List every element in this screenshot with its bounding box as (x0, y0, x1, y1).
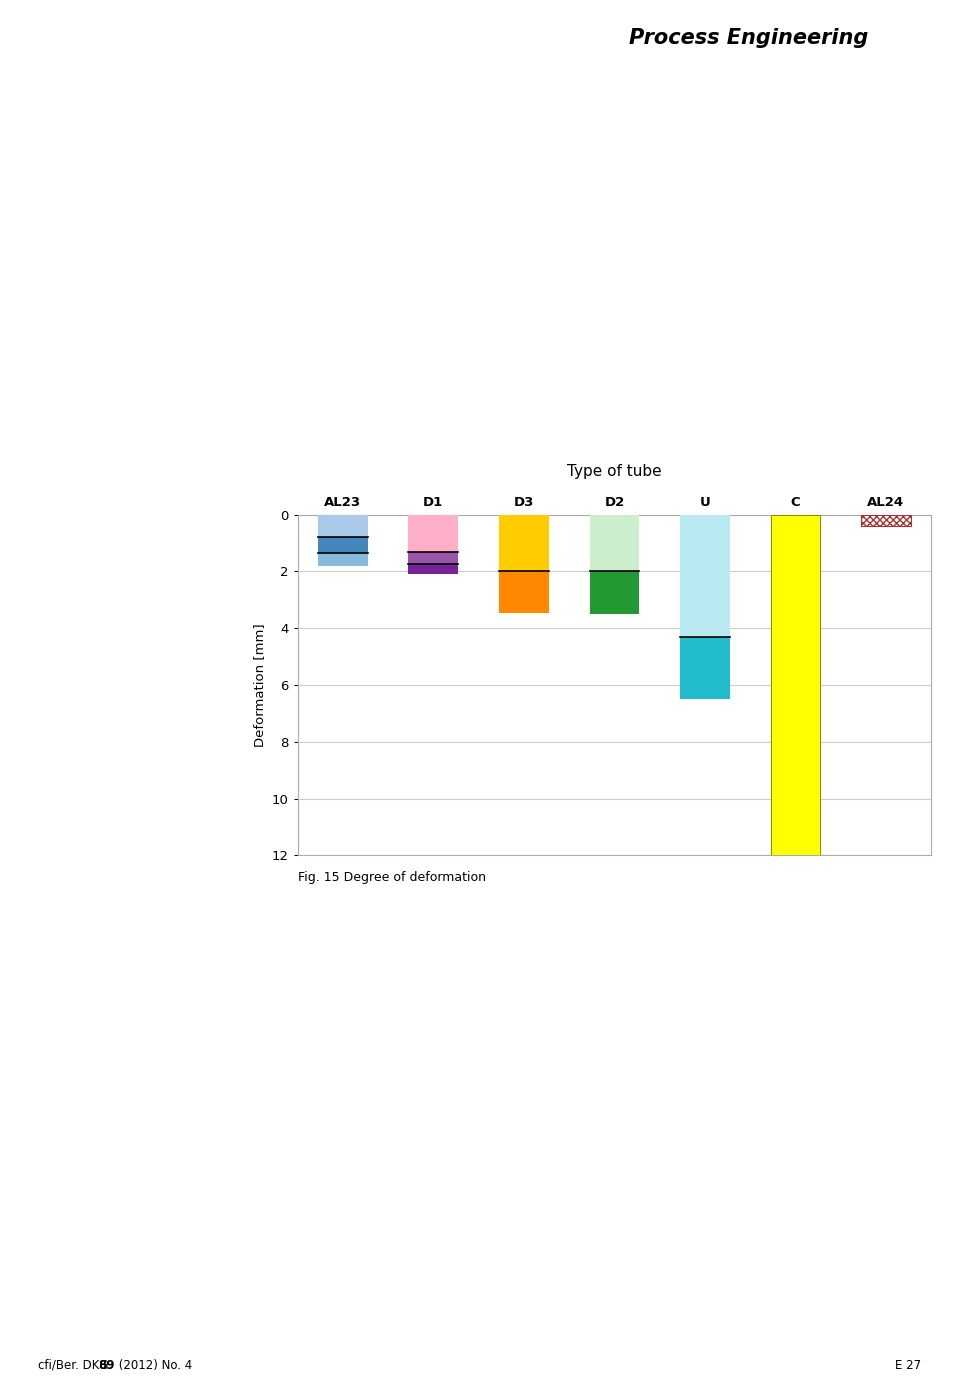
Text: cfi/Ber. DKG: cfi/Ber. DKG (38, 1359, 112, 1372)
Bar (589, 572, 639, 613)
Bar (318, 554, 368, 566)
Bar (318, 537, 368, 554)
Text: E 27: E 27 (896, 1359, 922, 1372)
Bar (409, 515, 458, 552)
Bar (409, 565, 458, 574)
Text: Fig. 15 Degree of deformation: Fig. 15 Degree of deformation (298, 871, 486, 883)
Bar (680, 515, 730, 637)
Bar (680, 637, 730, 700)
Y-axis label: Deformation [mm]: Deformation [mm] (253, 623, 266, 747)
Bar (409, 552, 458, 565)
Title: Type of tube: Type of tube (567, 463, 661, 479)
Bar (499, 572, 549, 612)
Text: Process Engineering: Process Engineering (629, 28, 868, 47)
Bar (771, 515, 820, 855)
Bar (589, 515, 639, 572)
Bar (861, 515, 911, 526)
Bar (771, 515, 820, 855)
Text: 89: 89 (98, 1359, 114, 1372)
Text: (2012) No. 4: (2012) No. 4 (115, 1359, 192, 1372)
Bar (499, 515, 549, 572)
Bar (318, 515, 368, 537)
